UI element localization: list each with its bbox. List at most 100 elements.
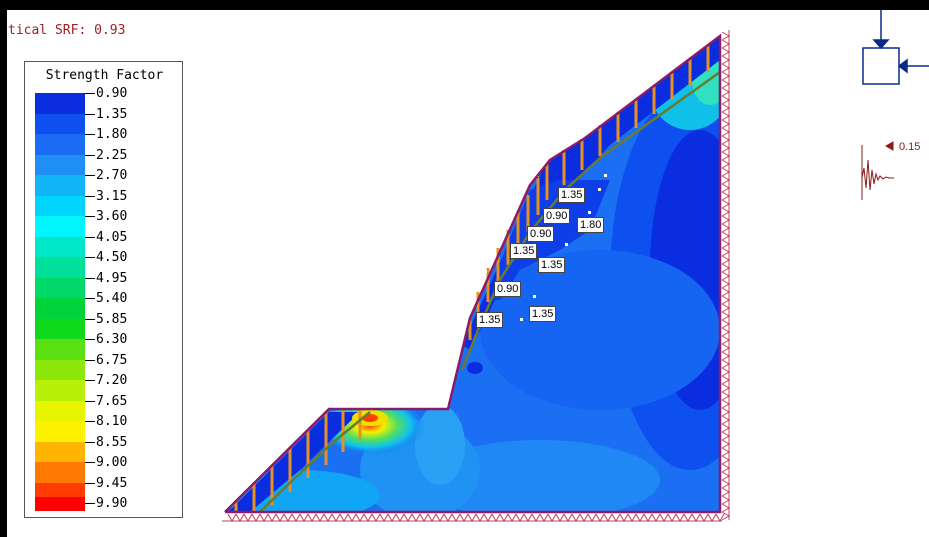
legend-tick	[85, 216, 95, 217]
legend-tick	[85, 380, 95, 381]
boundary-load-icon[interactable]	[862, 10, 929, 85]
bolt-fs-label: 1.35	[538, 257, 566, 273]
legend-swatch	[35, 380, 85, 401]
legend-value: 4.05	[96, 229, 128, 245]
legend-swatch	[35, 339, 85, 360]
bolt-fs-label: 1.35	[529, 306, 557, 322]
legend-tick	[85, 359, 95, 361]
legend-swatch	[35, 93, 85, 114]
legend-swatch	[35, 216, 85, 237]
legend-value: 9.00	[96, 455, 128, 470]
legend-swatch	[35, 318, 85, 339]
legend-value: 7.20	[96, 373, 128, 388]
legend-entry: 4.95	[35, 271, 175, 298]
legend-tick	[85, 93, 95, 94]
legend-value: 8.55	[96, 434, 128, 450]
legend-value: 5.40	[96, 291, 128, 306]
legend-swatch	[35, 421, 85, 442]
bolt-fs-label: 1.35	[510, 243, 538, 259]
critical-srf-label: tical SRF: 0.93	[8, 23, 126, 38]
legend-entry: 8.55	[35, 435, 175, 462]
legend-entry: 2.25	[35, 148, 175, 175]
legend-entry: 2.70	[35, 168, 175, 196]
viewport-top-border	[0, 0, 929, 10]
strength-contours	[225, 36, 720, 512]
roller-support-icon	[721, 30, 731, 521]
legend-value: 6.30	[96, 332, 128, 347]
seismic-accelerogram-icon	[861, 141, 894, 200]
legend-tick	[85, 421, 95, 422]
legend-entry: 9.00	[35, 455, 175, 483]
legend-entry: 1.35	[35, 107, 175, 134]
legend-tick	[85, 236, 95, 238]
legend-value: 6.75	[96, 352, 128, 368]
legend-swatch	[35, 236, 85, 257]
legend-entry: 1.80	[35, 127, 175, 155]
legend-entry: 7.20	[35, 373, 175, 401]
legend-entry: 8.10	[35, 414, 175, 442]
legend-swatch	[35, 298, 85, 319]
legend-swatch	[35, 359, 85, 380]
legend-swatch	[35, 154, 85, 175]
legend-tick	[85, 503, 95, 504]
bolt-fs-label: 1.35	[476, 312, 504, 328]
bolt-fs-label: 1.35	[558, 187, 586, 203]
legend-value: 5.85	[96, 311, 128, 327]
legend-tick	[85, 482, 95, 484]
legend-value: 0.90	[96, 86, 128, 101]
legend-value: 2.25	[96, 147, 128, 163]
legend-entry: 5.40	[35, 291, 175, 319]
rock-bolts	[234, 45, 710, 512]
legend-tick	[85, 113, 95, 115]
legend-swatch	[35, 113, 85, 134]
legend-swatch	[35, 497, 85, 511]
legend-swatch	[35, 400, 85, 421]
legend-title: Strength Factor	[45, 68, 164, 83]
pin-support-icon	[222, 513, 725, 523]
legend-tick	[85, 175, 95, 176]
legend-entry: 4.05	[35, 230, 175, 257]
legend-tick	[85, 462, 95, 463]
legend-value: 9.45	[96, 475, 128, 491]
legend-swatch	[35, 441, 85, 462]
legend-entry: 6.75	[35, 353, 175, 380]
legend-entry: 6.30	[35, 332, 175, 360]
legend-value: 1.80	[96, 127, 128, 142]
bolt-fs-label: 0.90	[494, 281, 522, 297]
external-boundary	[224, 33, 722, 514]
legend-entry: 5.85	[35, 312, 175, 339]
legend-entry: 3.60	[35, 209, 175, 237]
legend-tick	[85, 134, 95, 135]
legend-entry: 0.90	[35, 86, 175, 114]
legend-value: 2.70	[96, 168, 128, 183]
legend-swatch	[35, 175, 85, 196]
slip-surface	[259, 70, 721, 513]
legend-entry: 9.90	[35, 496, 175, 523]
legend-value: 4.50	[96, 250, 128, 265]
legend-entry: 4.50	[35, 250, 175, 278]
legend-tick	[85, 277, 95, 279]
legend-tick	[85, 257, 95, 258]
legend-swatch	[35, 134, 85, 155]
legend-value: 7.65	[96, 393, 128, 409]
legend-value: 3.15	[96, 188, 128, 204]
legend-tick	[85, 318, 95, 320]
legend-tick	[85, 154, 95, 156]
legend-swatch	[35, 462, 85, 483]
legend-value: 1.35	[96, 106, 128, 122]
bolt-fs-label: 0.90	[527, 226, 555, 242]
seismic-load-value: 0.15	[899, 141, 921, 153]
legend-value: 8.10	[96, 414, 128, 429]
legend-value: 3.60	[96, 209, 128, 224]
bolt-markers	[470, 174, 607, 321]
viewport-left-border	[0, 10, 7, 537]
legend-value: 9.90	[96, 496, 128, 511]
legend-entry: 7.65	[35, 394, 175, 421]
legend-tick	[85, 298, 95, 299]
strength-factor-legend: Strength Factor 0.90 1.35 1.80 2.25 2.70 3.15…	[24, 61, 183, 518]
legend-tick	[85, 400, 95, 402]
bolt-fs-label: 1.80	[577, 217, 605, 233]
legend-swatch	[35, 257, 85, 278]
legend-swatch	[35, 195, 85, 216]
